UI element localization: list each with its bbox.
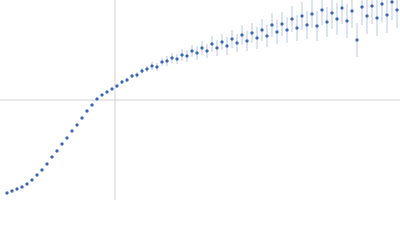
data-point xyxy=(90,103,94,107)
data-point xyxy=(265,34,269,38)
data-point xyxy=(180,53,184,57)
data-point xyxy=(5,191,9,195)
data-point xyxy=(375,16,379,20)
data-point xyxy=(95,97,99,101)
data-point xyxy=(270,23,274,27)
data-point xyxy=(320,8,324,12)
data-point xyxy=(30,178,34,182)
data-point xyxy=(40,168,44,172)
data-point xyxy=(370,4,374,8)
data-point xyxy=(380,2,384,6)
data-point xyxy=(355,38,359,42)
data-point xyxy=(280,22,284,26)
data-point xyxy=(65,136,69,140)
data-point xyxy=(325,20,329,24)
data-point xyxy=(195,51,199,55)
data-point xyxy=(15,187,19,191)
data-point xyxy=(20,185,24,189)
data-point xyxy=(110,87,114,91)
data-point xyxy=(390,0,394,4)
data-point xyxy=(240,33,244,37)
data-point xyxy=(25,182,29,186)
data-point xyxy=(120,80,124,84)
data-point xyxy=(365,14,369,18)
data-point xyxy=(330,11,334,15)
data-point xyxy=(230,37,234,41)
data-point xyxy=(100,93,104,97)
data-point xyxy=(60,142,64,146)
data-point xyxy=(165,59,169,63)
data-point xyxy=(250,31,254,35)
data-point xyxy=(290,17,294,21)
data-point xyxy=(340,6,344,10)
data-point xyxy=(170,56,174,60)
data-point xyxy=(305,23,309,27)
data-point xyxy=(315,24,319,28)
data-point xyxy=(75,123,79,127)
data-point xyxy=(295,26,299,30)
data-point xyxy=(155,65,159,69)
chart xyxy=(0,0,400,200)
data-point xyxy=(360,5,364,9)
data-point xyxy=(160,60,164,64)
data-point xyxy=(205,49,209,53)
data-point xyxy=(215,46,219,50)
data-point xyxy=(260,28,264,32)
data-point xyxy=(145,67,149,71)
data-point xyxy=(200,46,204,50)
data-point xyxy=(335,17,339,21)
data-point xyxy=(175,57,179,61)
data-point xyxy=(70,129,74,133)
data-point xyxy=(150,64,154,68)
data-point xyxy=(130,74,134,78)
data-point xyxy=(45,162,49,166)
data-point xyxy=(210,42,214,46)
data-point xyxy=(220,40,224,44)
data-point xyxy=(235,41,239,45)
data-point xyxy=(135,73,139,77)
data-point xyxy=(300,14,304,18)
data-point xyxy=(275,30,279,34)
data-point xyxy=(35,173,39,177)
data-point xyxy=(190,49,194,53)
data-point xyxy=(345,19,349,23)
data-point xyxy=(225,44,229,48)
data-point xyxy=(50,155,54,159)
data-point xyxy=(125,78,129,82)
data-point xyxy=(85,109,89,113)
data-point xyxy=(105,90,109,94)
data-point xyxy=(80,116,84,120)
data-point xyxy=(185,54,189,58)
data-point xyxy=(55,149,59,153)
data-point xyxy=(255,36,259,40)
data-point xyxy=(245,39,249,43)
data-point xyxy=(285,28,289,32)
data-point xyxy=(10,189,14,193)
data-point xyxy=(385,13,389,17)
data-point xyxy=(350,9,354,13)
data-point xyxy=(140,69,144,73)
data-point xyxy=(310,12,314,16)
data-point xyxy=(395,8,399,12)
data-point xyxy=(115,84,119,88)
